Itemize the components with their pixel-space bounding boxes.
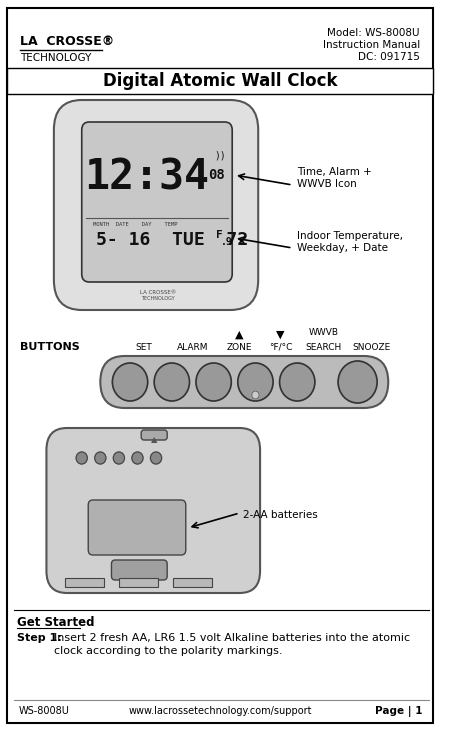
Text: www.lacrossetechnology.com/support: www.lacrossetechnology.com/support [128,706,312,716]
FancyBboxPatch shape [100,356,388,408]
Circle shape [76,452,87,464]
Text: Model: WS-8008U: Model: WS-8008U [328,28,420,38]
FancyBboxPatch shape [8,68,433,94]
Circle shape [196,363,231,401]
Text: ▲: ▲ [151,436,157,444]
Text: BUTTONS: BUTTONS [20,342,80,352]
Text: WWVB: WWVB [308,328,338,337]
Circle shape [252,391,259,399]
Circle shape [338,361,377,403]
Text: Page | 1: Page | 1 [375,706,423,717]
Text: clock according to the polarity markings.: clock according to the polarity markings… [54,646,283,656]
Text: ▲: ▲ [236,330,244,340]
Text: ▼: ▼ [276,330,285,340]
Text: 2-AA batteries: 2-AA batteries [243,510,318,520]
Text: LA  CROSSE®: LA CROSSE® [20,35,115,48]
Text: °F/°C: °F/°C [269,343,292,352]
Text: Get Started: Get Started [17,616,94,629]
Circle shape [113,452,125,464]
Text: MONTH  DATE    DAY    TEMP: MONTH DATE DAY TEMP [93,221,177,227]
FancyBboxPatch shape [111,560,167,580]
FancyBboxPatch shape [65,578,104,587]
Text: 12:34: 12:34 [84,157,209,199]
Text: ZONE: ZONE [227,343,252,352]
Text: SNOOZE: SNOOZE [352,343,391,352]
Circle shape [132,452,143,464]
Text: Insert 2 fresh AA, LR6 1.5 volt Alkaline batteries into the atomic: Insert 2 fresh AA, LR6 1.5 volt Alkaline… [54,633,410,643]
Text: )): )) [214,150,226,160]
Circle shape [95,452,106,464]
Text: Instruction Manual: Instruction Manual [323,40,420,50]
FancyBboxPatch shape [82,122,232,282]
FancyBboxPatch shape [54,100,258,310]
Text: Indoor Temperature,
Weekday, + Date: Indoor Temperature, Weekday, + Date [297,231,403,253]
Text: Time, Alarm +
WWVB Icon: Time, Alarm + WWVB Icon [297,167,372,189]
Circle shape [238,363,273,401]
Text: F: F [217,230,223,240]
Text: Step 1:: Step 1: [17,633,62,643]
Text: LA CROSSE®: LA CROSSE® [140,290,176,295]
Text: .9: .9 [221,237,233,247]
Text: DC: 091715: DC: 091715 [358,52,420,62]
Text: WS-8008U: WS-8008U [18,706,70,716]
FancyBboxPatch shape [46,428,260,593]
FancyBboxPatch shape [141,430,167,440]
Circle shape [150,452,162,464]
Circle shape [154,363,190,401]
Circle shape [280,363,315,401]
FancyBboxPatch shape [88,500,186,555]
Circle shape [112,363,148,401]
Text: 5- 16  TUE  72: 5- 16 TUE 72 [96,231,248,249]
Text: SET: SET [136,343,152,352]
FancyBboxPatch shape [173,578,212,587]
Text: TECHNOLOGY: TECHNOLOGY [141,297,175,301]
Text: TECHNOLOGY: TECHNOLOGY [20,53,92,63]
FancyBboxPatch shape [8,8,433,723]
Text: Digital Atomic Wall Clock: Digital Atomic Wall Clock [103,72,337,90]
Text: 08: 08 [208,168,225,182]
Text: SEARCH: SEARCH [305,343,341,352]
FancyBboxPatch shape [119,578,158,587]
Text: ALARM: ALARM [176,343,208,352]
